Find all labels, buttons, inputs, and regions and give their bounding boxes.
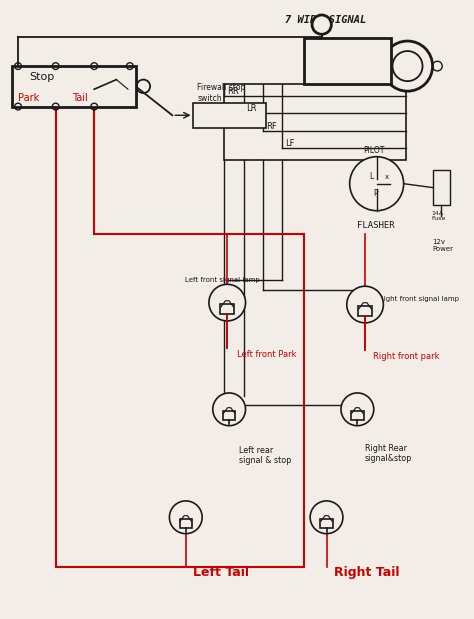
Circle shape bbox=[350, 157, 404, 210]
Text: Left front signal lamp: Left front signal lamp bbox=[185, 277, 260, 283]
Bar bbox=[12, 66, 136, 106]
Text: RR: RR bbox=[227, 87, 239, 96]
Bar bbox=[220, 304, 234, 314]
Bar bbox=[358, 306, 372, 316]
Text: LR: LR bbox=[246, 105, 257, 113]
Text: 12v
Power: 12v Power bbox=[433, 239, 454, 252]
Text: Right Rear
signal&stop: Right Rear signal&stop bbox=[365, 444, 412, 464]
Text: Firewall stop
switch: Firewall stop switch bbox=[197, 83, 246, 103]
Text: x: x bbox=[384, 174, 389, 180]
Text: PILOT: PILOT bbox=[363, 146, 384, 155]
Circle shape bbox=[213, 393, 246, 426]
Text: 14A
Fuse: 14A Fuse bbox=[432, 210, 446, 222]
Text: Left rear
signal & stop: Left rear signal & stop bbox=[239, 446, 291, 465]
Circle shape bbox=[209, 284, 246, 321]
Text: Stop: Stop bbox=[29, 72, 55, 82]
Circle shape bbox=[169, 501, 202, 534]
Text: Right front park: Right front park bbox=[373, 352, 439, 361]
Text: RF: RF bbox=[266, 122, 276, 131]
Text: Left front Park: Left front Park bbox=[237, 350, 296, 359]
Bar bbox=[223, 410, 235, 420]
Text: FLASHER: FLASHER bbox=[357, 221, 395, 230]
Text: Left Tail: Left Tail bbox=[193, 566, 249, 579]
Bar bbox=[351, 410, 364, 420]
Text: Right Tail: Right Tail bbox=[334, 566, 400, 579]
Text: 7 WIRE SIGNAL: 7 WIRE SIGNAL bbox=[285, 15, 366, 25]
Text: Right front signal lamp: Right front signal lamp bbox=[379, 297, 458, 302]
Text: Park: Park bbox=[18, 93, 39, 103]
Bar bbox=[320, 519, 333, 527]
Text: LF: LF bbox=[285, 139, 294, 148]
Circle shape bbox=[341, 393, 374, 426]
Bar bbox=[433, 170, 450, 205]
Text: P: P bbox=[373, 189, 377, 198]
Circle shape bbox=[347, 286, 383, 323]
Circle shape bbox=[383, 41, 433, 91]
Text: Tail: Tail bbox=[72, 93, 88, 103]
Bar bbox=[193, 103, 266, 128]
Text: L: L bbox=[369, 172, 373, 181]
Bar bbox=[180, 519, 192, 527]
Bar bbox=[224, 84, 406, 160]
Circle shape bbox=[310, 501, 343, 534]
Circle shape bbox=[312, 15, 331, 34]
Bar bbox=[304, 38, 391, 84]
